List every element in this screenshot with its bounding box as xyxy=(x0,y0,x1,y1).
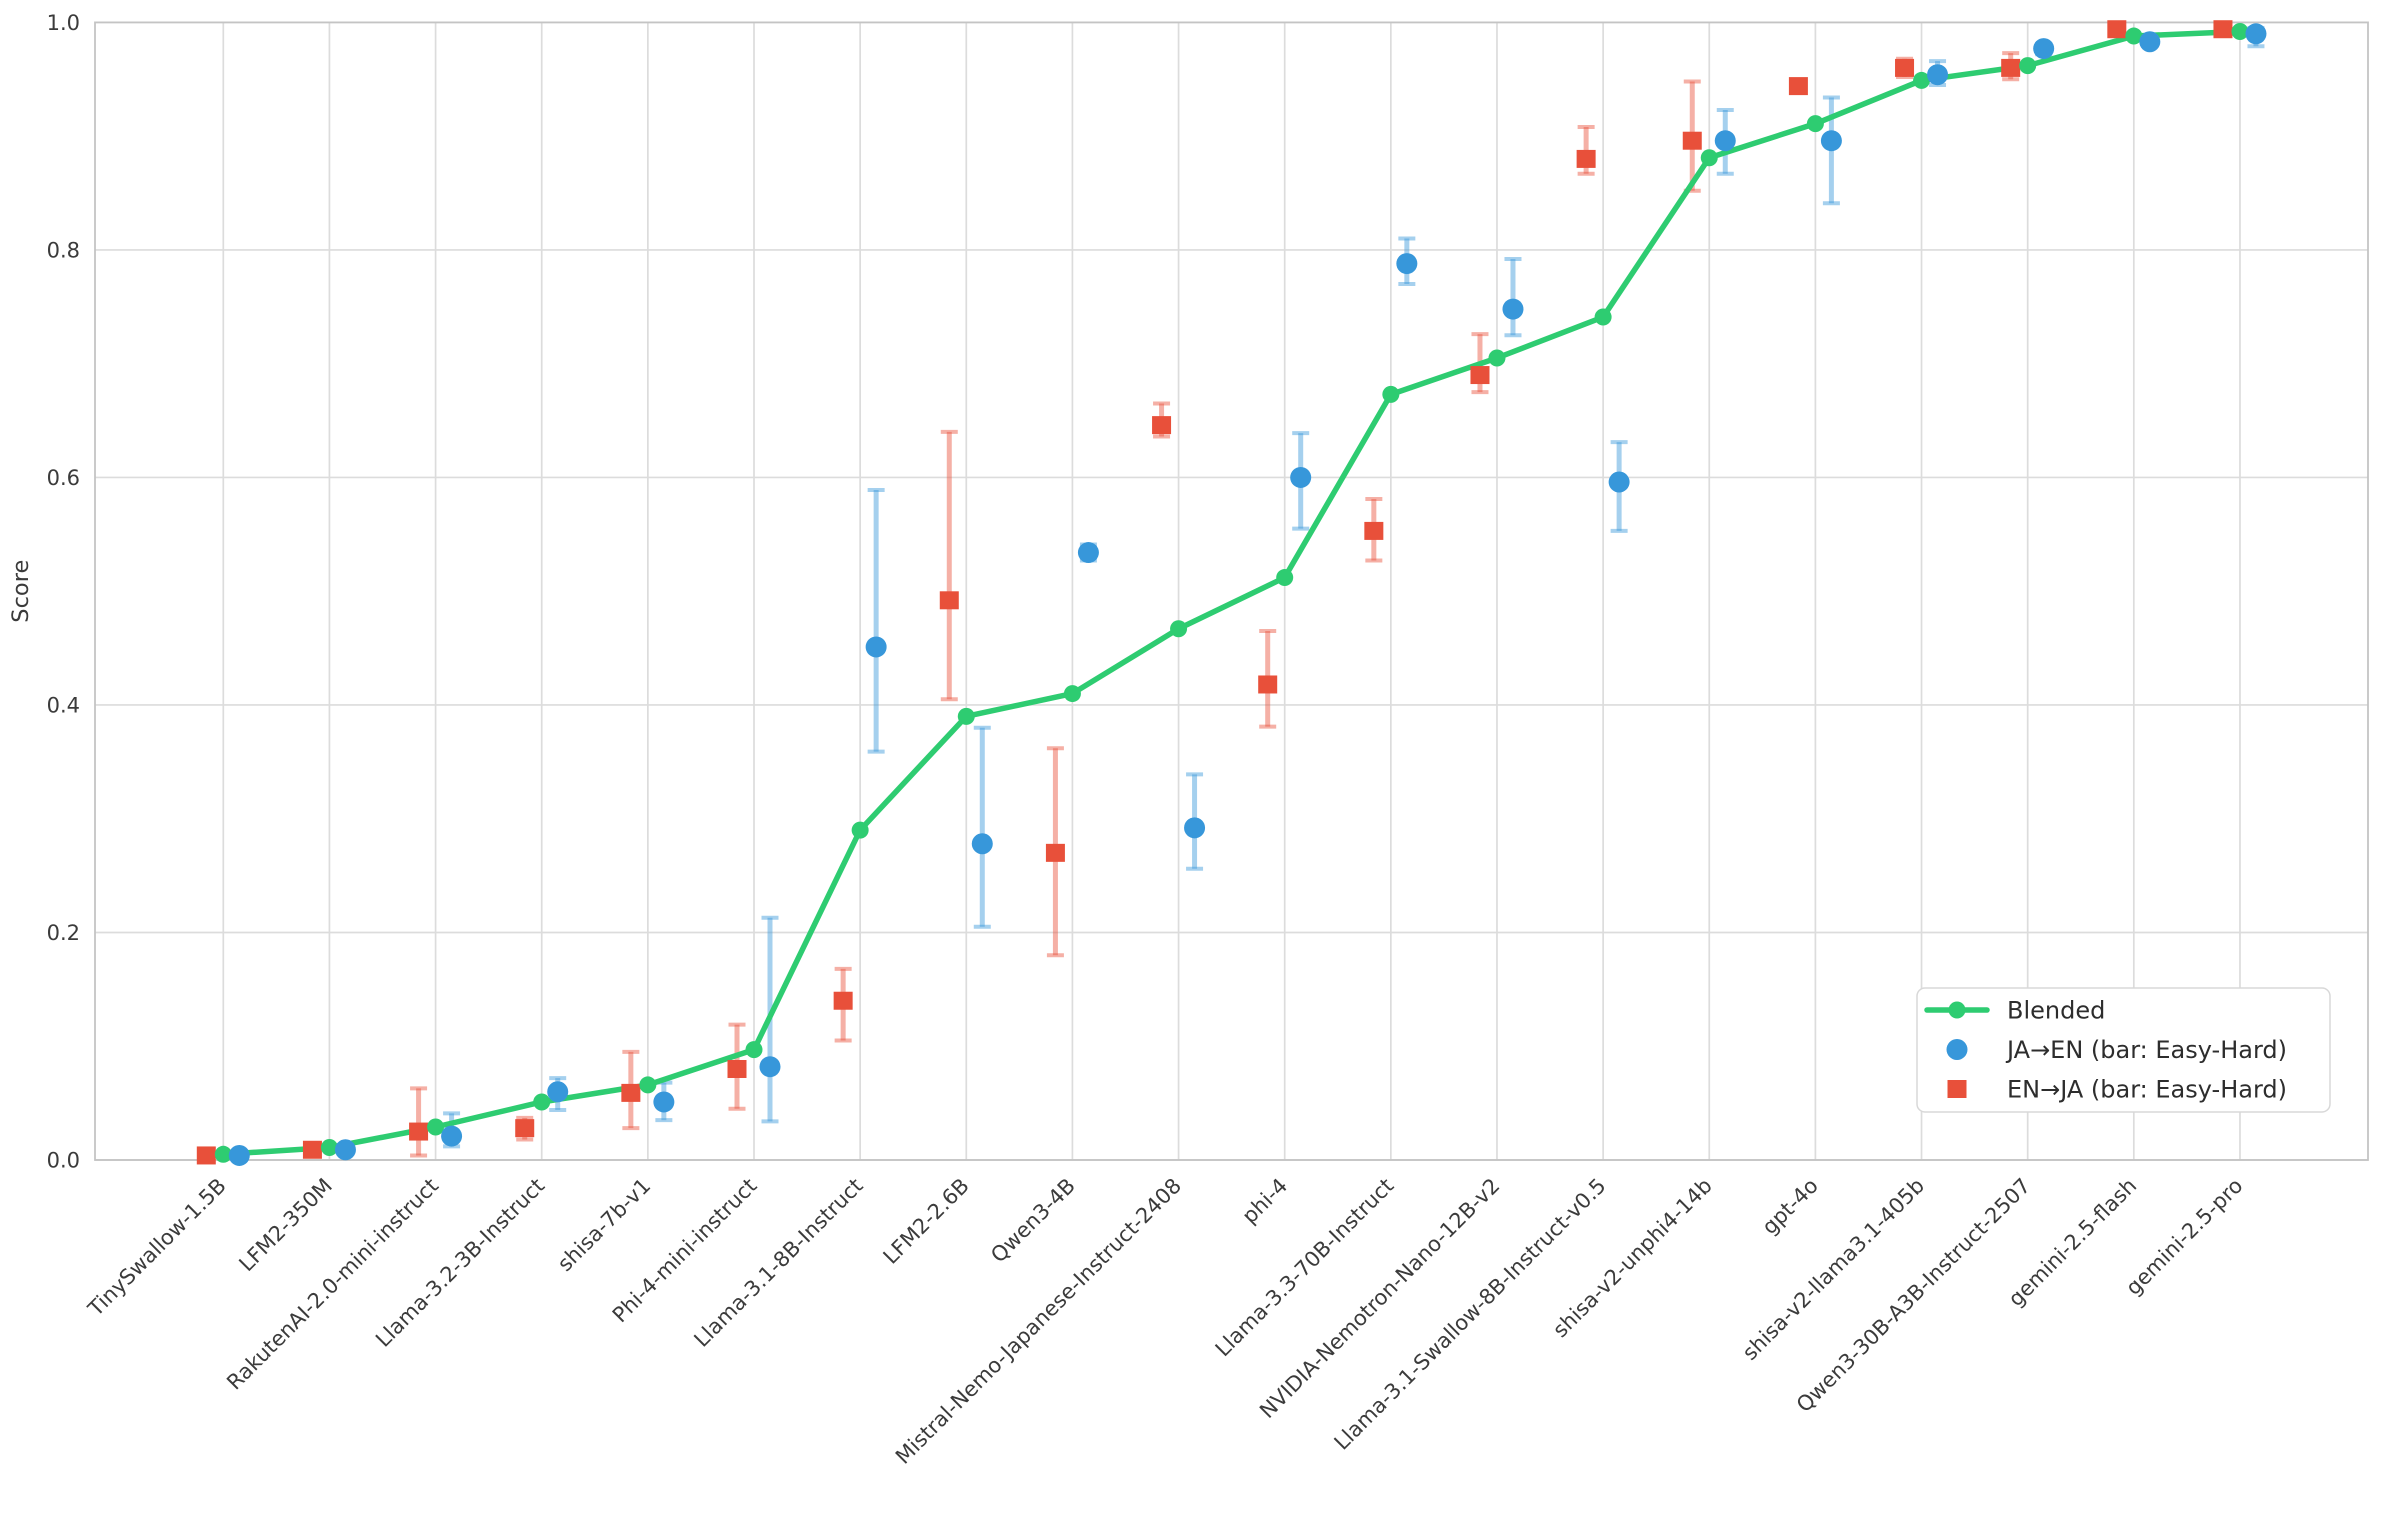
en-ja-point xyxy=(409,1122,429,1141)
en-ja-point xyxy=(1895,58,1915,77)
en-ja-point xyxy=(302,1140,322,1159)
blended-point xyxy=(1063,685,1081,703)
blended-point xyxy=(214,1145,232,1163)
ja-en-point xyxy=(1184,817,1206,839)
legend-item-label: Blended xyxy=(2007,997,2105,1025)
y-tick-label: 0.2 xyxy=(47,921,80,945)
ja-en-point xyxy=(334,1139,356,1161)
ja-en-point xyxy=(1927,64,1949,86)
en-ja-point xyxy=(1045,843,1065,862)
legend-item-label: JA→EN (bar: Easy-Hard) xyxy=(2005,1036,2287,1064)
legend-blended-dot xyxy=(1948,1001,1966,1019)
ja-en-point xyxy=(971,833,993,855)
blended-point xyxy=(745,1041,763,1059)
en-ja-point xyxy=(939,591,959,610)
blended-point xyxy=(1700,149,1718,167)
gridlines xyxy=(95,21,2368,1161)
ja-en-point xyxy=(1290,466,1312,488)
legend: Blended JA→EN (bar: Easy-Hard) EN→JA (bar:… xyxy=(1916,987,2331,1113)
ja-en-point xyxy=(1077,542,1099,564)
ja-en-point xyxy=(441,1125,463,1147)
blended-point xyxy=(1382,385,1400,403)
blended-point xyxy=(533,1093,551,1111)
y-tick-label: 0.6 xyxy=(47,466,80,490)
ja-en-point xyxy=(2139,31,2161,53)
ja-en-point xyxy=(1608,471,1630,493)
blended-point xyxy=(1913,71,1931,89)
ja-en-point xyxy=(1396,253,1418,275)
blended-point xyxy=(639,1076,657,1094)
en-ja-point xyxy=(2001,58,2021,77)
y-tick-label: 0.8 xyxy=(47,238,80,262)
blended-point xyxy=(1276,569,1294,587)
en-ja-point xyxy=(1364,521,1384,540)
blended-point xyxy=(1594,308,1612,326)
en-ja-point xyxy=(1470,366,1490,385)
y-tick-label: 0.0 xyxy=(47,1149,80,1173)
ja-en-point xyxy=(547,1081,569,1103)
en-ja-point xyxy=(2213,20,2233,39)
blended-point xyxy=(2019,57,2037,75)
ja-en-point xyxy=(653,1091,675,1113)
ja-en-point xyxy=(228,1144,250,1166)
blended-point xyxy=(1488,349,1506,367)
y-tick-label: 1.0 xyxy=(47,11,80,35)
legend-box xyxy=(1916,987,2331,1113)
ja-en-point xyxy=(2033,38,2055,60)
en-ja-point xyxy=(1682,131,1702,150)
plot-border xyxy=(94,21,2369,1161)
ja-en-points xyxy=(228,23,2267,1166)
legend-item-label: EN→JA (bar: Easy-Hard) xyxy=(2007,1076,2287,1104)
ja-en-point xyxy=(865,636,887,658)
en-ja-point xyxy=(1258,675,1278,694)
en-ja-point xyxy=(727,1059,747,1078)
blended-point xyxy=(2231,23,2249,41)
y-tick-label: 0.4 xyxy=(47,693,80,717)
legend-ja-en-marker xyxy=(1946,1039,1968,1060)
legend-en-ja-marker xyxy=(1947,1080,1967,1098)
y-axis-label: Score xyxy=(8,560,34,623)
en-ja-points xyxy=(196,20,2233,1165)
en-ja-point xyxy=(2107,20,2127,39)
en-ja-point xyxy=(1152,416,1172,435)
en-ja-point xyxy=(515,1119,535,1138)
ja-en-point xyxy=(1502,298,1524,320)
ja-en-point xyxy=(1820,130,1842,152)
blended-point xyxy=(427,1118,445,1136)
blended-point xyxy=(1170,620,1188,638)
blended-points xyxy=(214,23,2249,1163)
en-ja-point xyxy=(1788,77,1808,96)
en-ja-point xyxy=(833,991,853,1010)
en-ja-point xyxy=(1576,149,1596,168)
blended-point xyxy=(957,707,975,725)
ja-en-point xyxy=(2245,23,2267,45)
blended-point xyxy=(2125,27,2143,45)
blended-point xyxy=(320,1138,338,1156)
ja-en-point xyxy=(759,1056,781,1078)
blended-point xyxy=(1806,115,1824,133)
ja-en-point xyxy=(1714,130,1736,152)
en-ja-point xyxy=(621,1083,641,1102)
y-tick-labels: 0.0 0.2 0.4 0.6 0.8 1.0 xyxy=(47,11,80,1173)
blended-point xyxy=(851,821,869,839)
en-ja-point xyxy=(196,1146,216,1165)
